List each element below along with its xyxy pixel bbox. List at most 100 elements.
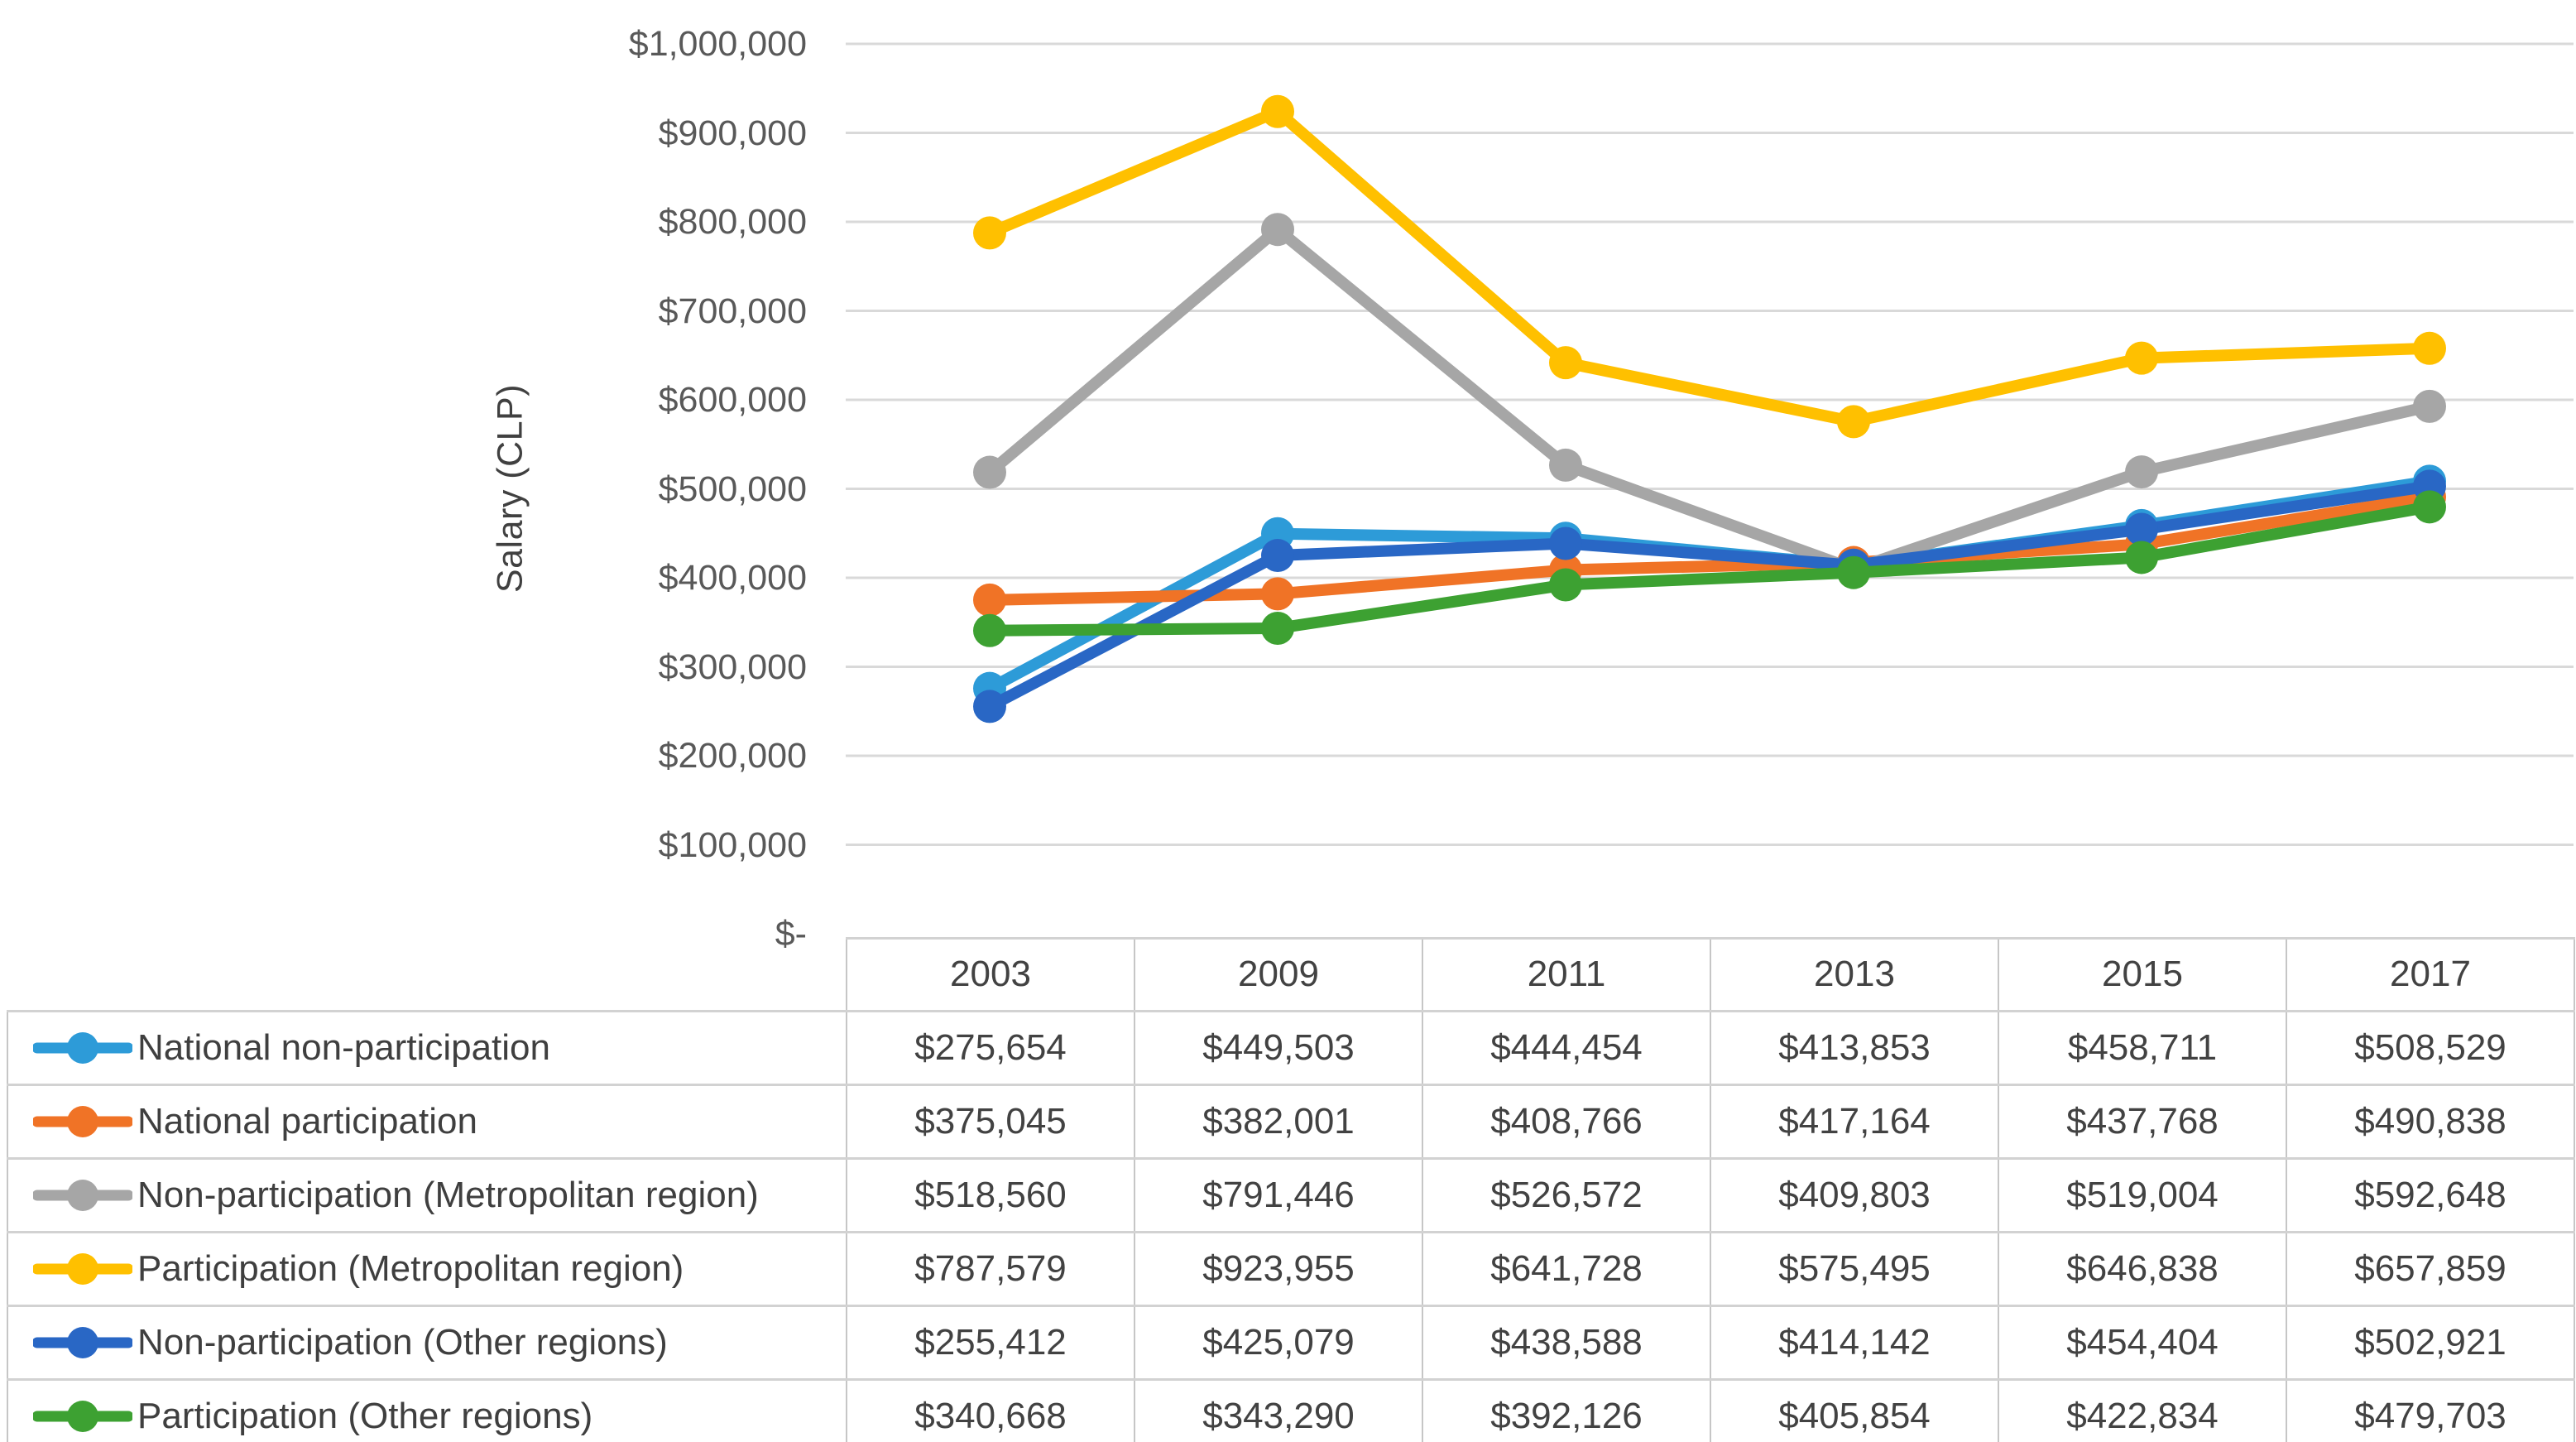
- value-cell: $449,503: [1134, 1009, 1423, 1086]
- value-cell: $375,045: [846, 1083, 1135, 1160]
- series-line-1: [984, 491, 2435, 606]
- legend-line-icon: [33, 1252, 132, 1285]
- series-label-cell: Non-participation (Metropolitan region): [7, 1156, 847, 1233]
- value-cell: $479,703: [2286, 1377, 2575, 1442]
- y-axis-tick-label: $900,000: [658, 113, 807, 153]
- data-point-marker: [1549, 526, 1582, 560]
- legend-line-icon: [33, 1326, 132, 1358]
- value-cell: $502,921: [2286, 1304, 2575, 1381]
- year-header-cell: 2015: [1998, 937, 2287, 1012]
- series-label-cell: National non-participation: [7, 1009, 847, 1086]
- data-point-marker: [2413, 389, 2446, 423]
- y-axis-tick-label: $200,000: [658, 736, 807, 776]
- legend-line-icon: [33, 1400, 132, 1432]
- y-axis-tick-label: $300,000: [658, 646, 807, 687]
- data-point-marker: [973, 216, 1006, 250]
- data-point-marker: [973, 613, 1006, 647]
- year-header-cell: 2017: [2286, 937, 2575, 1012]
- series-label-cell: Participation (Metropolitan region): [7, 1230, 847, 1307]
- y-axis-tick-label: $100,000: [658, 824, 807, 865]
- value-cell: $454,404: [1998, 1304, 2287, 1381]
- series-label: National non-participation: [137, 1026, 550, 1068]
- data-point-marker: [1261, 577, 1294, 611]
- value-cell: $508,529: [2286, 1009, 2575, 1086]
- data-point-marker: [2125, 455, 2158, 489]
- value-cell: $787,579: [846, 1230, 1135, 1307]
- year-header-cell: 2003: [846, 937, 1135, 1012]
- value-cell: $526,572: [1422, 1156, 1711, 1233]
- data-point-marker: [1261, 94, 1294, 128]
- y-axis-tick-label: $-: [775, 914, 807, 954]
- value-cell: $490,838: [2286, 1083, 2575, 1160]
- y-axis-tick-label: $800,000: [658, 202, 807, 242]
- year-header-cell: 2011: [1422, 937, 1711, 1012]
- year-header-cell: 2013: [1710, 937, 1999, 1012]
- data-point-marker: [1261, 539, 1294, 573]
- value-cell: $646,838: [1998, 1230, 2287, 1307]
- data-point-marker: [2413, 490, 2446, 524]
- data-point-marker: [1549, 346, 1582, 380]
- table-row: National non-participation $275,654 $449,5…: [7, 1009, 2575, 1086]
- series-line-2: [984, 224, 2435, 575]
- value-cell: $417,164: [1710, 1083, 1999, 1160]
- table-corner-cell: [7, 939, 847, 1012]
- value-cell: $382,001: [1134, 1083, 1423, 1160]
- data-point-marker: [1549, 448, 1582, 482]
- data-point-marker: [2413, 331, 2446, 365]
- series-line-5: [984, 501, 2435, 637]
- y-axis-tick-label: $700,000: [658, 291, 807, 331]
- value-cell: $641,728: [1422, 1230, 1711, 1307]
- value-cell: $255,412: [846, 1304, 1135, 1381]
- series-label: Participation (Metropolitan region): [137, 1247, 684, 1289]
- data-point-marker: [2125, 512, 2158, 546]
- value-cell: $592,648: [2286, 1156, 2575, 1233]
- value-cell: $408,766: [1422, 1083, 1711, 1160]
- series-label: Participation (Other regions): [137, 1395, 593, 1436]
- y-axis-tick-label: $500,000: [658, 469, 807, 509]
- value-cell: $437,768: [1998, 1083, 2287, 1160]
- value-cell: $923,955: [1134, 1230, 1423, 1307]
- data-point-marker: [973, 690, 1006, 723]
- value-cell: $340,668: [846, 1377, 1135, 1442]
- value-cell: $414,142: [1710, 1304, 1999, 1381]
- table-header-row: 2003 2009 2011 2013 2015 2017: [7, 937, 2575, 1012]
- data-point-marker: [1837, 405, 1870, 439]
- legend-line-icon: [33, 1105, 132, 1137]
- data-point-marker: [1261, 611, 1294, 645]
- value-cell: $343,290: [1134, 1377, 1423, 1442]
- value-cell: $438,588: [1422, 1304, 1711, 1381]
- value-cell: $444,454: [1422, 1009, 1711, 1086]
- data-point-marker: [973, 583, 1006, 617]
- data-point-marker: [2125, 341, 2158, 375]
- y-axis-tick-label: $1,000,000: [628, 24, 807, 64]
- series-label-cell: Participation (Other regions): [7, 1377, 847, 1442]
- value-cell: $405,854: [1710, 1377, 1999, 1442]
- value-cell: $575,495: [1710, 1230, 1999, 1307]
- legend-line-icon: [33, 1031, 132, 1064]
- series-label: National participation: [137, 1100, 477, 1142]
- chart-data-table: 2003 2009 2011 2013 2015 2017 National non-pa…: [7, 937, 2575, 1442]
- value-cell: $518,560: [846, 1156, 1135, 1233]
- series-line-3: [984, 105, 2435, 428]
- data-point-marker: [1549, 568, 1582, 602]
- data-point-marker: [2125, 541, 2158, 574]
- legend-line-icon: [33, 1179, 132, 1211]
- data-point-marker: [1837, 555, 1870, 589]
- value-cell: $413,853: [1710, 1009, 1999, 1086]
- value-cell: $458,711: [1998, 1009, 2287, 1086]
- y-axis-tick-label: $400,000: [658, 558, 807, 598]
- series-label: Non-participation (Metropolitan region): [137, 1174, 759, 1215]
- table-row: Participation (Metropolitan region) $787,…: [7, 1230, 2575, 1307]
- value-cell: $657,859: [2286, 1230, 2575, 1307]
- value-cell: $519,004: [1998, 1156, 2287, 1233]
- year-header-cell: 2009: [1134, 937, 1423, 1012]
- table-row: National participation $375,045 $382,001 $4…: [7, 1083, 2575, 1160]
- value-cell: $425,079: [1134, 1304, 1423, 1381]
- value-cell: $791,446: [1134, 1156, 1423, 1233]
- series-line-4: [984, 480, 2435, 713]
- y-axis-tick-label: $600,000: [658, 380, 807, 420]
- data-point-marker: [973, 455, 1006, 489]
- data-point-marker: [1261, 213, 1294, 247]
